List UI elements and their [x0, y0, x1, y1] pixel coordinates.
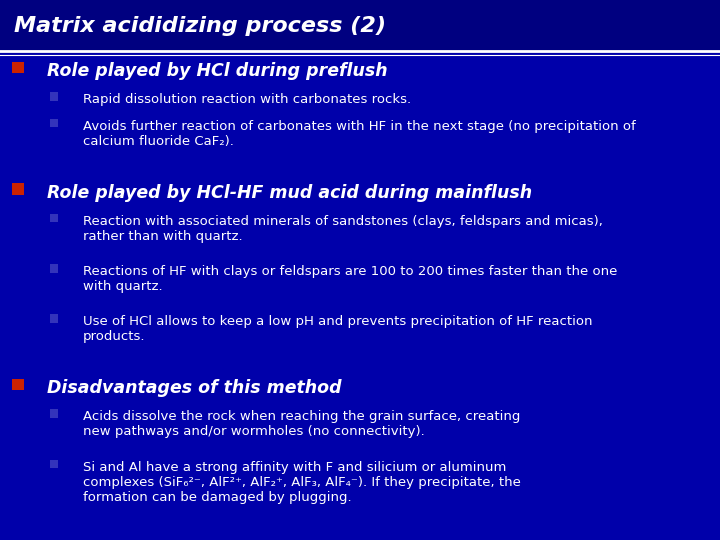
Text: Si and Al have a strong affinity with F and silicium or aluminum
complexes (SiF₆: Si and Al have a strong affinity with F … [83, 461, 521, 504]
Bar [50, 214, 58, 222]
Text: Use of HCl allows to keep a low pH and prevents precipitation of HF reaction
pro: Use of HCl allows to keep a low pH and p… [83, 315, 593, 343]
Text: Role played by HCl during preflush: Role played by HCl during preflush [47, 62, 387, 80]
Bar [12, 62, 24, 73]
Bar [50, 264, 58, 273]
Bar [12, 183, 24, 195]
Text: Reactions of HF with clays or feldspars are 100 to 200 times faster than the one: Reactions of HF with clays or feldspars … [83, 265, 617, 293]
Bar [0, 0, 720, 51]
Text: Matrix acididizing process (2): Matrix acididizing process (2) [14, 16, 387, 36]
Text: Rapid dissolution reaction with carbonates rocks.: Rapid dissolution reaction with carbonat… [83, 93, 411, 106]
Text: Role played by HCl-HF mud acid during mainflush: Role played by HCl-HF mud acid during ma… [47, 184, 532, 201]
Bar [50, 92, 58, 101]
Bar [50, 409, 58, 418]
Bar [12, 379, 24, 390]
Text: Acids dissolve the rock when reaching the grain surface, creating
new pathways a: Acids dissolve the rock when reaching th… [83, 410, 520, 438]
Text: Reaction with associated minerals of sandstones (clays, feldspars and micas),
ra: Reaction with associated minerals of san… [83, 215, 603, 243]
Text: Avoids further reaction of carbonates with HF in the next stage (no precipitatio: Avoids further reaction of carbonates wi… [83, 120, 636, 148]
Text: Disadvantages of this method: Disadvantages of this method [47, 379, 341, 397]
Bar [50, 119, 58, 127]
Bar [50, 314, 58, 323]
Bar [50, 460, 58, 468]
